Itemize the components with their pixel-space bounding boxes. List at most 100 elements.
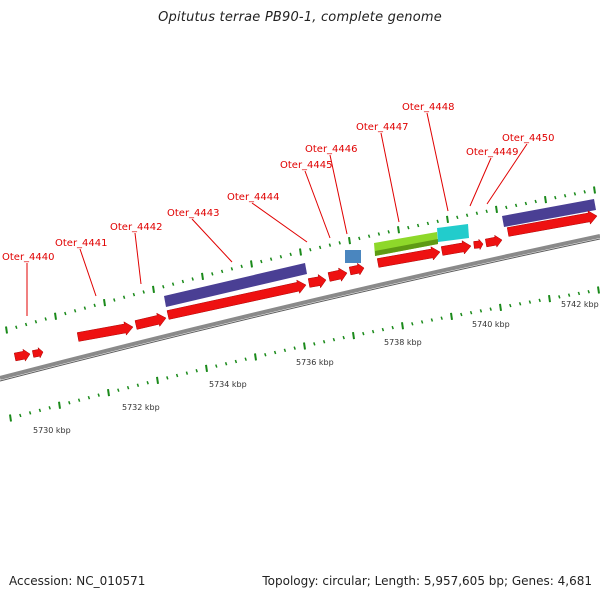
lower-tick xyxy=(567,293,571,297)
lower-tick xyxy=(77,398,81,402)
upper-tick xyxy=(377,232,381,236)
lower-tick xyxy=(195,369,198,373)
cds-arrow[interactable] xyxy=(327,267,348,282)
gene-label[interactable]: Oter_4450 xyxy=(502,133,555,144)
gene-leader-line xyxy=(304,170,331,239)
upper-tick xyxy=(230,267,234,271)
lower-tick xyxy=(205,364,208,373)
gene-label[interactable]: Oter_4444 xyxy=(227,192,280,203)
upper-tick xyxy=(171,282,175,286)
gene-label[interactable]: Oter_4448 xyxy=(402,102,455,113)
lower-tick xyxy=(548,294,551,303)
upper-tick xyxy=(583,190,586,194)
kbp-label: 5738 kbp xyxy=(384,338,422,347)
gene-label[interactable]: Oter_4441 xyxy=(55,238,108,249)
upper-tick xyxy=(93,303,96,308)
gene-label[interactable]: Oter_4443 xyxy=(167,208,220,219)
upper-tick xyxy=(191,277,194,281)
upper-tick xyxy=(426,221,430,226)
feature-bar-cyan[interactable] xyxy=(437,224,469,242)
cds-arrow[interactable] xyxy=(13,348,31,362)
genome-info-text: Topology: circular; Length: 5,957,605 bp… xyxy=(262,574,592,588)
upper-tick xyxy=(162,284,165,289)
cds-arrow[interactable] xyxy=(473,238,484,251)
upper-tick xyxy=(495,205,498,213)
upper-tick xyxy=(44,317,47,321)
cds-arrow[interactable] xyxy=(485,234,503,248)
kbp-label: 5740 kbp xyxy=(472,320,510,329)
upper-tick xyxy=(34,320,38,324)
cds-arrow[interactable] xyxy=(76,321,134,342)
lower-tick xyxy=(254,353,257,361)
lower-tick xyxy=(19,413,22,418)
lower-tick xyxy=(58,401,61,409)
lower-tick xyxy=(87,395,91,400)
lower-tick xyxy=(489,307,492,311)
gene-leader-line xyxy=(486,143,528,205)
kbp-labels: 5730 kbp 5732 kbp 5734 kbp 5736 kbp 5738 kbp… xyxy=(33,300,599,435)
lower-tick xyxy=(68,400,71,405)
lower-tick xyxy=(322,340,326,344)
cds-arrow[interactable] xyxy=(440,240,472,256)
kbp-label: 5732 kbp xyxy=(122,403,160,412)
upper-tick xyxy=(211,272,214,276)
upper-tick xyxy=(142,290,145,294)
gene-label[interactable]: Oter_4445 xyxy=(280,160,333,171)
upper-tick xyxy=(201,272,204,281)
cds-arrow[interactable] xyxy=(376,246,441,268)
upper-tick xyxy=(289,252,292,257)
upper-tick xyxy=(563,194,567,198)
gene-leader-line xyxy=(191,218,233,263)
upper-tick xyxy=(181,279,185,284)
cds-arrow[interactable] xyxy=(134,312,167,330)
upper-tick xyxy=(338,241,341,245)
lower-tick xyxy=(430,318,434,322)
upper-tick xyxy=(279,254,283,259)
lower-tick xyxy=(107,389,110,397)
upper-tick xyxy=(122,295,126,300)
upper-tick xyxy=(485,209,488,214)
lower-tick xyxy=(234,359,238,364)
lower-tick xyxy=(460,312,463,317)
cds-arrows xyxy=(13,210,598,362)
lower-tick xyxy=(499,303,502,311)
lower-tick xyxy=(9,414,12,422)
lower-tick xyxy=(215,364,218,368)
upper-tick xyxy=(436,219,439,224)
lower-tick xyxy=(303,342,306,350)
upper-tick xyxy=(250,260,253,268)
gene-leader-line xyxy=(329,154,348,235)
upper-tick xyxy=(54,312,57,320)
gene-label[interactable]: Oter_4440 xyxy=(2,252,55,263)
upper-tick xyxy=(240,264,243,269)
lower-tick xyxy=(126,385,130,390)
upper-tick xyxy=(475,211,479,216)
cds-arrow[interactable] xyxy=(166,279,307,320)
gene-label[interactable]: Oter_4447 xyxy=(356,122,409,133)
lower-tick xyxy=(420,320,424,324)
upper-tick xyxy=(358,236,361,241)
upper-tick xyxy=(534,199,537,204)
feature-box-lightblue[interactable] xyxy=(345,250,361,263)
upper-tick xyxy=(456,215,459,220)
upper-tick xyxy=(318,245,322,250)
feature-bar-blue-1[interactable] xyxy=(164,263,307,307)
cds-arrow[interactable] xyxy=(307,273,327,289)
genome-backbone xyxy=(0,234,600,380)
genome-title: Opitutus terrae PB90-1, complete genome xyxy=(158,10,442,25)
lower-tick xyxy=(146,381,149,385)
upper-tick xyxy=(64,311,67,316)
feature-bar-blue-2[interactable] xyxy=(502,199,596,227)
upper-tick xyxy=(397,226,400,234)
gene-label[interactable]: Oter_4446 xyxy=(305,144,358,155)
gene-leader-line xyxy=(380,132,400,223)
cds-arrow[interactable] xyxy=(32,346,44,359)
upper-tick xyxy=(573,192,577,196)
cds-arrow[interactable] xyxy=(348,262,365,276)
gene-label[interactable]: Oter_4449 xyxy=(466,147,519,158)
upper-tick xyxy=(83,306,87,310)
upper-tick xyxy=(15,325,18,329)
gene-label[interactable]: Oter_4442 xyxy=(110,222,163,233)
cds-arrow[interactable] xyxy=(506,210,598,237)
